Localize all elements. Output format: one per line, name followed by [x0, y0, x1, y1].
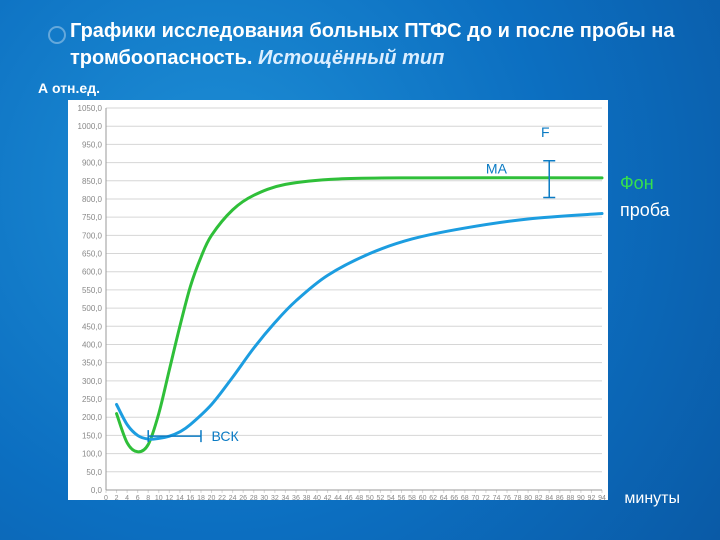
chart-svg: 0,050,0100,0150,0200,0250,0300,0350,0400…: [68, 100, 608, 500]
svg-text:800,0: 800,0: [82, 195, 103, 204]
slide-title: Графики исследования больных ПТФС до и п…: [70, 18, 690, 72]
svg-text:88: 88: [566, 495, 574, 500]
svg-text:74: 74: [493, 495, 501, 500]
svg-text:72: 72: [482, 495, 490, 500]
svg-text:600,0: 600,0: [82, 268, 103, 277]
svg-text:34: 34: [282, 495, 290, 500]
svg-text:58: 58: [408, 495, 416, 500]
svg-text:54: 54: [387, 495, 395, 500]
svg-text:76: 76: [503, 495, 511, 500]
svg-text:24: 24: [229, 495, 237, 500]
svg-text:500,0: 500,0: [82, 304, 103, 313]
svg-text:32: 32: [271, 495, 279, 500]
svg-text:МА: МА: [486, 160, 508, 176]
legend-background: Фон: [620, 170, 670, 197]
svg-text:50: 50: [366, 495, 374, 500]
svg-text:2: 2: [115, 495, 119, 500]
title-bullet: [48, 26, 66, 44]
svg-text:66: 66: [450, 495, 458, 500]
svg-text:16: 16: [187, 495, 195, 500]
svg-text:30: 30: [260, 495, 268, 500]
svg-text:80: 80: [524, 495, 532, 500]
svg-text:20: 20: [208, 495, 216, 500]
svg-text:92: 92: [588, 495, 596, 500]
svg-text:62: 62: [429, 495, 437, 500]
svg-text:12: 12: [165, 495, 173, 500]
svg-text:0,0: 0,0: [91, 486, 103, 495]
svg-text:86: 86: [556, 495, 564, 500]
svg-text:50,0: 50,0: [86, 468, 102, 477]
svg-text:78: 78: [514, 495, 522, 500]
svg-text:950,0: 950,0: [82, 140, 103, 149]
svg-text:550,0: 550,0: [82, 286, 103, 295]
svg-text:94: 94: [598, 495, 606, 500]
svg-text:52: 52: [376, 495, 384, 500]
svg-text:64: 64: [440, 495, 448, 500]
x-axis-label: минуты: [624, 490, 680, 508]
svg-text:350,0: 350,0: [82, 359, 103, 368]
svg-text:40: 40: [313, 495, 321, 500]
svg-text:42: 42: [324, 495, 332, 500]
svg-text:38: 38: [303, 495, 311, 500]
svg-text:22: 22: [218, 495, 226, 500]
svg-text:ВСК: ВСК: [212, 428, 240, 444]
svg-text:700,0: 700,0: [82, 231, 103, 240]
svg-text:60: 60: [419, 495, 427, 500]
svg-text:44: 44: [334, 495, 342, 500]
svg-text:6: 6: [136, 495, 140, 500]
svg-text:0: 0: [104, 495, 108, 500]
svg-text:F: F: [541, 124, 550, 140]
svg-text:56: 56: [398, 495, 406, 500]
y-axis-label: А отн.ед.: [38, 80, 100, 96]
svg-text:70: 70: [471, 495, 479, 500]
svg-text:200,0: 200,0: [82, 413, 103, 422]
svg-text:14: 14: [176, 495, 184, 500]
svg-text:400,0: 400,0: [82, 340, 103, 349]
svg-text:450,0: 450,0: [82, 322, 103, 331]
svg-text:18: 18: [197, 495, 205, 500]
svg-text:250,0: 250,0: [82, 395, 103, 404]
svg-text:48: 48: [355, 495, 363, 500]
svg-text:900,0: 900,0: [82, 159, 103, 168]
svg-text:90: 90: [577, 495, 585, 500]
svg-text:4: 4: [125, 495, 129, 500]
svg-text:8: 8: [146, 495, 150, 500]
svg-text:1050,0: 1050,0: [78, 104, 103, 113]
svg-text:1000,0: 1000,0: [78, 122, 103, 131]
svg-text:84: 84: [545, 495, 553, 500]
svg-text:850,0: 850,0: [82, 177, 103, 186]
legend: Фон проба: [620, 170, 670, 224]
svg-text:750,0: 750,0: [82, 213, 103, 222]
svg-text:46: 46: [345, 495, 353, 500]
svg-text:26: 26: [239, 495, 247, 500]
svg-text:650,0: 650,0: [82, 250, 103, 259]
title-sub: Истощённый тип: [258, 47, 444, 69]
svg-text:150,0: 150,0: [82, 431, 103, 440]
chart: 0,050,0100,0150,0200,0250,0300,0350,0400…: [68, 100, 608, 500]
legend-test: проба: [620, 197, 670, 224]
svg-text:28: 28: [250, 495, 258, 500]
svg-text:82: 82: [535, 495, 543, 500]
svg-text:100,0: 100,0: [82, 450, 103, 459]
svg-text:36: 36: [292, 495, 300, 500]
svg-text:10: 10: [155, 495, 163, 500]
svg-text:300,0: 300,0: [82, 377, 103, 386]
svg-text:68: 68: [461, 495, 469, 500]
